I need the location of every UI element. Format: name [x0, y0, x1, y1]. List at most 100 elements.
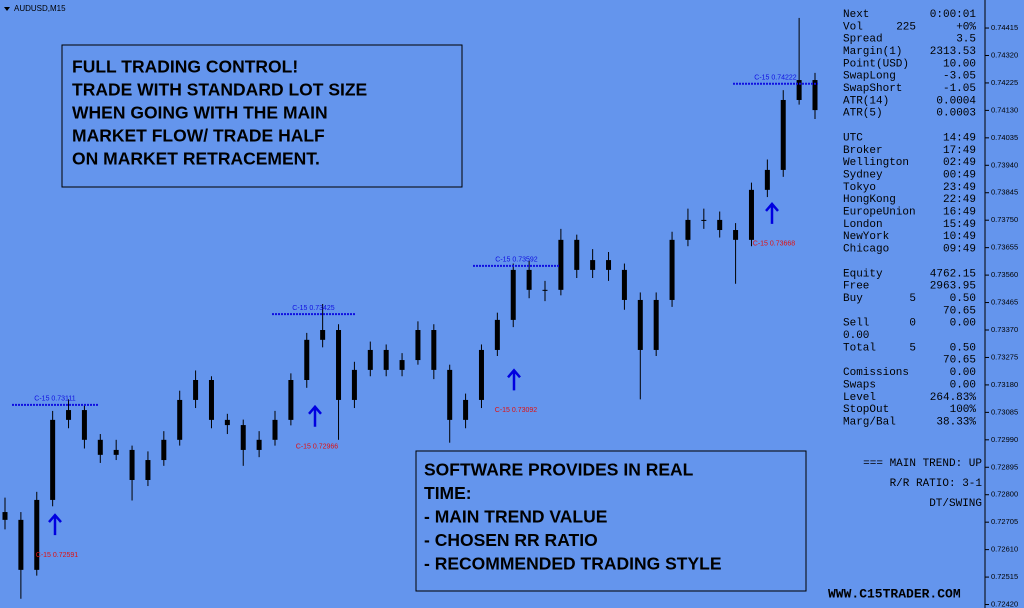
panel-label: Margin(1) [843, 46, 902, 58]
candle-body [415, 330, 421, 361]
panel-value: 0.0003 [936, 108, 976, 120]
panel-value: 5 [909, 342, 916, 354]
box-top [61, 44, 463, 188]
panel-label: London [843, 219, 883, 231]
level-label: C-15 0.73111 [34, 396, 75, 403]
candle-body [764, 169, 770, 190]
y-tick-label: 0.73085 [991, 407, 1018, 416]
y-tick-label: 0.72990 [991, 435, 1018, 444]
panel-label: Marg/Bal [843, 416, 896, 428]
panel-label: ATR(5) [843, 108, 883, 120]
candle-body [177, 399, 183, 440]
panel-value: 100% [950, 404, 977, 416]
candle-body [796, 80, 802, 100]
box-bottom [415, 450, 807, 592]
signal-arrow [308, 404, 322, 427]
panel-value: 0.00 [950, 367, 976, 379]
candle-body [542, 289, 548, 291]
candle-body [733, 230, 739, 240]
y-tick-label: 0.74415 [991, 23, 1018, 32]
box-text: ON MARKET RETRACEMENT. [72, 149, 320, 169]
summary-line: DT/SWING [929, 498, 982, 510]
signal-arrow [48, 513, 62, 536]
box-text: FULL TRADING CONTROL! [72, 57, 298, 77]
y-tick-label: 0.73655 [991, 243, 1018, 252]
y-tick-label: 0.73370 [991, 325, 1018, 334]
panel-label: Buy [843, 293, 863, 305]
y-tick-label: 0.72895 [991, 462, 1018, 471]
box-text: - MAIN TREND VALUE [424, 507, 607, 527]
panel-value: 70.65 [943, 355, 976, 367]
signal-label: C-15 0.73668 [753, 241, 796, 248]
signal-label: C-15 0.73092 [495, 407, 538, 414]
panel-label: UTC [843, 132, 863, 144]
candle-body [447, 369, 453, 420]
candle-body [320, 330, 326, 340]
box-text: MARKET FLOW/ TRADE HALF [72, 126, 325, 146]
candle-body [669, 239, 675, 300]
panel-label: Sydney [843, 169, 883, 181]
panel-value: -3.05 [943, 71, 976, 83]
candle-body [304, 339, 310, 380]
y-tick-label: 0.74225 [991, 78, 1018, 87]
panel-value: 2963.95 [930, 281, 976, 293]
panel-value: 225 [896, 21, 916, 33]
candle-body [399, 360, 405, 370]
candle-body [193, 380, 199, 400]
panel-label: Total [843, 342, 876, 354]
signal-arrow [507, 368, 521, 391]
y-tick-label: 0.74130 [991, 105, 1018, 114]
signal-label: C-15 0.72591 [36, 552, 79, 559]
panel-value: 17:49 [943, 145, 976, 157]
panel-value: 0:00:01 [930, 9, 977, 21]
candle-body [129, 449, 135, 480]
y-tick-label: 0.73275 [991, 352, 1018, 361]
panel-label: ATR(14) [843, 95, 889, 107]
panel-label: Swaps [843, 379, 876, 391]
panel-value: 23:49 [943, 182, 976, 194]
menu-arrow[interactable] [4, 7, 10, 11]
y-tick-label: 0.72610 [991, 545, 1018, 554]
y-tick-label: 0.73845 [991, 188, 1018, 197]
panel-label: Sell [843, 318, 869, 330]
candle-body [18, 519, 24, 570]
panel-value: 09:49 [943, 244, 976, 256]
candle-body [653, 299, 659, 350]
panel-value: -1.05 [943, 83, 976, 95]
panel-value: +0% [956, 21, 976, 33]
panel-value: 0.00 [950, 379, 976, 391]
panel-label: Next [843, 9, 869, 21]
candle-body [161, 439, 167, 461]
signal-label: C-15 0.72966 [296, 444, 339, 451]
candle-body [431, 330, 437, 370]
candle-body [463, 399, 469, 420]
candle-body [558, 239, 564, 290]
panel-label: Wellington [843, 157, 909, 169]
panel-value: 0 [909, 318, 916, 330]
candle-body [685, 219, 691, 240]
y-tick-label: 0.72705 [991, 517, 1018, 526]
panel-label: Comissions [843, 367, 909, 379]
y-tick-label: 0.72800 [991, 490, 1018, 499]
candle-body [50, 419, 56, 500]
candle-body [208, 380, 214, 420]
y-tick-label: 0.73560 [991, 270, 1018, 279]
y-tick-label: 0.74320 [991, 50, 1018, 59]
website: WWW.C15TRADER.COM [828, 586, 961, 601]
candle-body [240, 425, 246, 450]
candle-body [145, 460, 151, 480]
panel-label: NewYork [843, 231, 890, 243]
panel-value: 4762.15 [930, 268, 976, 280]
panel-value: 3.5 [956, 34, 976, 46]
panel-value: 0.0004 [936, 95, 976, 107]
candle-body [701, 219, 707, 221]
candle-body [637, 299, 643, 350]
symbol: AUDUSD,M15 [14, 4, 66, 13]
panel-value: 0.50 [950, 342, 976, 354]
candle-body [81, 410, 87, 440]
box-text: TIME: [424, 483, 472, 503]
y-tick-label: 0.73465 [991, 298, 1018, 307]
summary-line: R/R RATIO: 3-1 [890, 478, 983, 490]
candle-body [748, 189, 754, 240]
